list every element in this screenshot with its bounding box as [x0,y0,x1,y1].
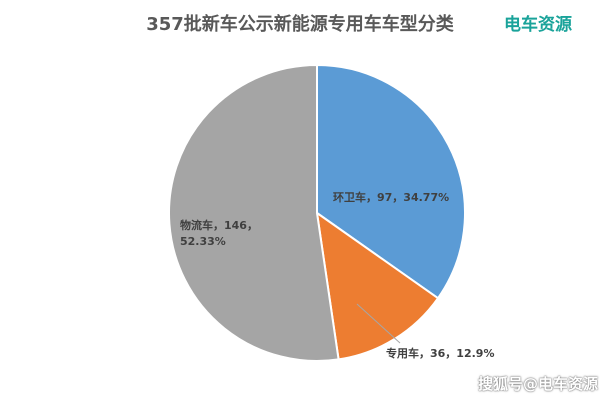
pie-slice-1 [316,63,466,300]
pie-slice-2 [315,210,440,361]
watermark: 搜狐号@电车资源 [477,375,598,393]
data-label-2: 专用车，36，12.9% [386,346,494,360]
brand-logo: 电车资源 [504,15,572,35]
data-label-3: 物流车，146， 52.33% [180,218,258,248]
data-label-1: 环卫车，97，34.77% [333,190,449,204]
leader-line [356,303,401,344]
pie-slice-3 [168,63,340,362]
chart-title: 357批新车公示新能源专用车车型分类 [146,14,454,35]
